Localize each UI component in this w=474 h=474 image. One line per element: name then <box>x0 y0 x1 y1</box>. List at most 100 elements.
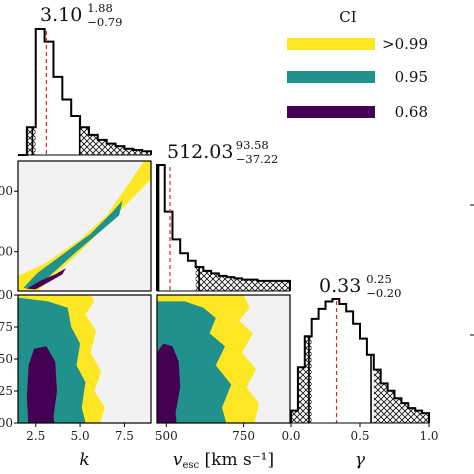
median-minus-gamma: −0.20 <box>366 286 401 300</box>
y-tick-label-gamma: 00 <box>0 288 13 302</box>
hist-bar-k <box>71 115 81 155</box>
x-tick-label-k: 7.5 <box>115 429 134 443</box>
median-minus-vesc: −37.22 <box>236 152 279 166</box>
hist-bar-vesc <box>272 280 281 291</box>
hist-bar-gamma <box>401 403 409 423</box>
hist-bar-gamma <box>360 338 367 423</box>
hist-bar-vesc <box>265 280 273 291</box>
hist-bar-vesc <box>226 277 235 291</box>
legend-label: >0.99 <box>382 35 428 53</box>
y-tick-label-gamma: 75 <box>0 320 13 334</box>
hist-bar-vesc <box>249 279 258 291</box>
median-plus-vesc: 93.58 <box>236 138 269 152</box>
panel-contours <box>18 161 151 291</box>
hist-bar-gamma <box>387 390 395 423</box>
hist-bar-k <box>106 143 116 155</box>
contour-inner-purple <box>157 343 181 423</box>
hist-outline-vesc <box>156 164 291 291</box>
hist-bar-vesc <box>164 211 173 291</box>
median-value-gamma: 0.33 <box>319 275 361 297</box>
hist-bar-gamma <box>325 301 333 423</box>
hist-bar-k <box>53 76 63 155</box>
hist-bar-k <box>80 127 89 155</box>
legend-title: CI <box>339 8 356 26</box>
legend-label: 0.95 <box>395 68 428 86</box>
hist-bar-k <box>133 149 143 155</box>
panel-gamma-vs-vesc <box>156 294 291 424</box>
hist-outline-gamma <box>290 298 430 423</box>
hist-bar-vesc <box>180 253 188 291</box>
panel-border <box>17 160 152 292</box>
contour-inner-purple <box>26 268 66 290</box>
y-tick-label-gamma: 25 <box>0 384 13 398</box>
median-plus-gamma: 0.25 <box>366 272 392 286</box>
hist-bar-gamma <box>332 299 340 423</box>
median-annotation-k: 3.10 1.88−0.79 <box>40 1 122 29</box>
hist-bar-gamma <box>422 413 429 423</box>
hist-bar-k <box>62 99 72 155</box>
panel-vesc-vs-k <box>17 160 152 292</box>
hist-bar-vesc <box>187 260 196 291</box>
panel-contours <box>157 295 260 423</box>
hist-bar-gamma <box>353 323 360 423</box>
legend-label: 0.68 <box>395 103 428 121</box>
median-value-vesc: 512.03 <box>167 141 233 163</box>
hist-bar-vesc <box>172 239 181 291</box>
contour-outer-yellow <box>18 161 151 291</box>
hist-bar-gamma <box>415 410 423 423</box>
hist-bar-gamma <box>408 408 416 423</box>
x-tick-label-gamma: 1.0 <box>419 429 438 443</box>
x-tick-label-gamma: 0.5 <box>350 429 369 443</box>
histogram-gamma <box>290 298 430 424</box>
hist-bar-gamma <box>373 369 381 423</box>
hist-bar-gamma <box>380 383 388 423</box>
contour-inner-purple <box>26 346 57 423</box>
hist-bar-k <box>26 127 36 155</box>
median-plus-k: 1.88 <box>87 1 113 15</box>
median-value-k: 3.10 <box>40 4 82 26</box>
panel-border <box>156 294 291 424</box>
histogram-k <box>18 28 152 156</box>
hist-bar-vesc <box>280 280 290 291</box>
hist-bar-gamma <box>339 303 347 423</box>
x-axis-label-vesc: vesc [km s⁻¹] <box>173 450 274 471</box>
hist-bar-k <box>115 146 125 155</box>
median-annotation-gamma: 0.33 0.25−0.20 <box>319 272 401 300</box>
hist-bar-vesc <box>257 280 266 291</box>
hist-bar-k <box>35 29 45 155</box>
panel-contours <box>18 295 105 423</box>
y-tick-label-gamma: 50 <box>0 352 13 366</box>
hist-bar-gamma <box>311 318 319 423</box>
x-axis-label-gamma: γ <box>355 450 366 470</box>
histogram-vesc <box>156 164 291 292</box>
x-axis-label-k: k <box>79 450 89 470</box>
panel-gamma-vs-k <box>17 294 152 424</box>
hist-bar-vesc <box>218 275 227 291</box>
hist-bar-k <box>142 151 151 155</box>
hist-bar-gamma <box>297 367 305 423</box>
legend-swatch <box>287 106 375 118</box>
hist-bar-vesc <box>211 273 219 291</box>
median-annotation-vesc: 512.03 93.58−37.22 <box>167 138 278 166</box>
legend-swatch <box>287 38 375 50</box>
hist-bar-vesc <box>203 270 212 291</box>
y-tick-label-vesc: 00 <box>0 184 13 198</box>
y-tick-label-gamma: 00 <box>0 416 13 430</box>
legend: CI >0.99 0.95 0.68 <box>287 8 428 121</box>
median-minus-k: −0.79 <box>87 15 122 29</box>
hist-bar-vesc <box>242 279 250 291</box>
hist-bar-k <box>88 134 98 155</box>
x-tick-label-k: 5.0 <box>71 429 90 443</box>
hist-bar-gamma <box>318 308 326 423</box>
hist-bar-vesc <box>157 165 165 291</box>
hist-bar-k <box>124 148 134 155</box>
hist-bar-vesc <box>234 278 243 291</box>
y-tick-label-vesc: 00 <box>0 245 13 259</box>
hist-outline-k <box>18 28 152 156</box>
hist-bar-k <box>97 139 107 155</box>
legend-swatch <box>287 71 375 83</box>
x-tick-label-vesc: 500 <box>155 429 178 443</box>
x-tick-label-gamma: 0.0 <box>281 429 300 443</box>
contour-mid-teal <box>23 200 123 290</box>
